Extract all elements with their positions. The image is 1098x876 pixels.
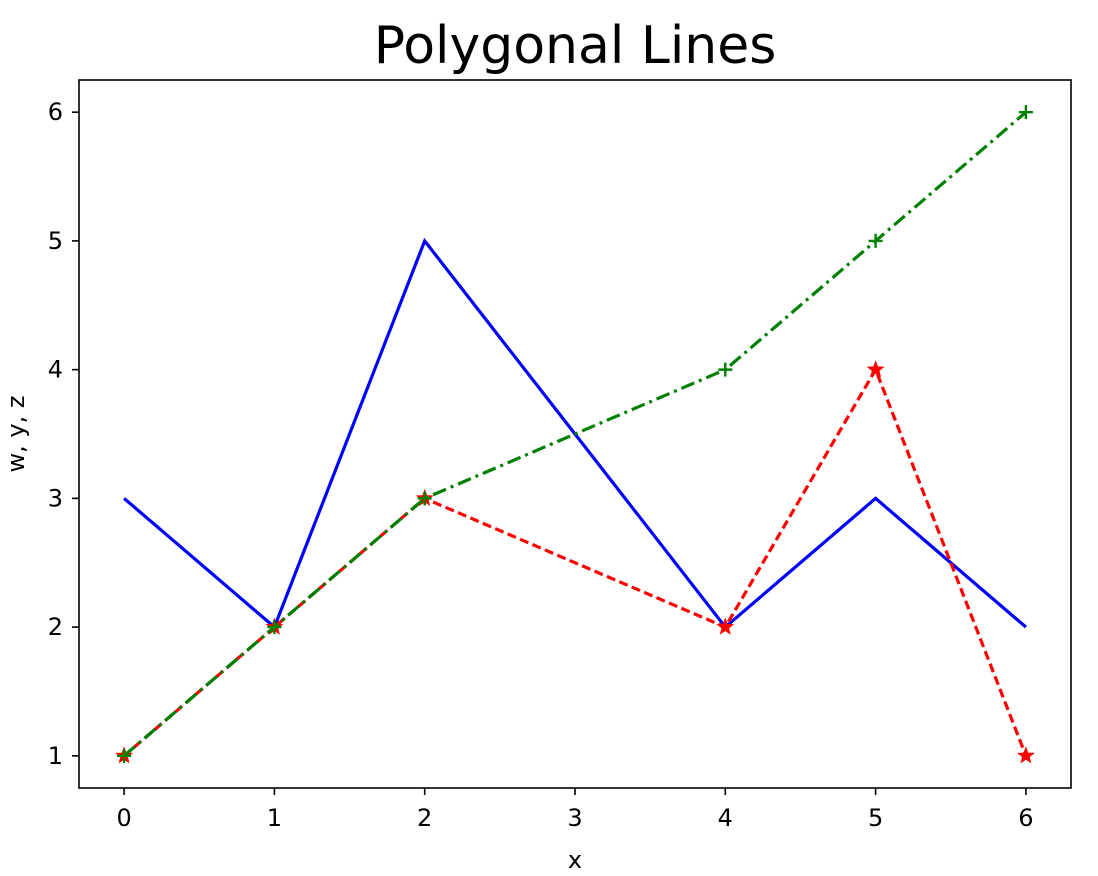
data-point-plus <box>868 233 883 248</box>
y-tick-label: 5 <box>48 227 63 255</box>
y-tick-label: 2 <box>48 613 63 641</box>
x-tick-label: 0 <box>116 804 131 832</box>
data-point-star <box>1016 746 1035 764</box>
y-tick-label: 4 <box>48 356 63 384</box>
x-tick-label: 4 <box>718 804 733 832</box>
y-tick-label: 6 <box>48 98 63 126</box>
data-point-plus <box>718 362 733 377</box>
data-point-plus <box>1018 105 1033 120</box>
data-point-plus <box>267 620 282 635</box>
series-2 <box>117 105 1033 763</box>
x-axis-label: x <box>568 846 582 874</box>
x-tick-label: 2 <box>417 804 432 832</box>
data-point-star <box>866 360 885 378</box>
x-tick-label: 3 <box>567 804 582 832</box>
y-tick-label: 3 <box>48 484 63 512</box>
y-axis-label: w, y, z <box>2 396 30 473</box>
x-tick-label: 6 <box>1018 804 1033 832</box>
series-line <box>123 110 1027 758</box>
data-point-plus <box>117 748 132 763</box>
x-axis: 0 1 2 3 4 5 6 <box>116 788 1034 832</box>
x-tick-label: 1 <box>267 804 282 832</box>
series-layer <box>115 105 1035 764</box>
y-axis: 1 2 3 4 5 6 <box>48 98 79 770</box>
chart-title: Polygonal Lines <box>374 16 777 76</box>
x-tick-label: 5 <box>868 804 883 832</box>
data-point-star <box>716 617 735 635</box>
y-tick-label: 1 <box>48 742 63 770</box>
data-point-plus <box>417 491 432 506</box>
